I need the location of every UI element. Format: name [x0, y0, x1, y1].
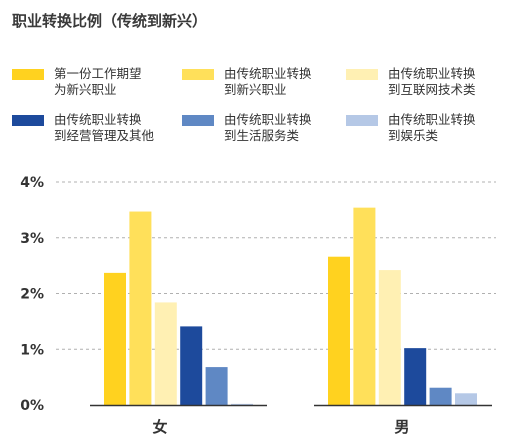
chart-legend: 第一份工作期望 为新兴职业 由传统职业转换 到新兴职业 由传统职业转换 到互联网… — [12, 66, 502, 156]
x-category-label: 女 — [152, 418, 167, 436]
y-tick-label: 0% — [20, 398, 44, 414]
bar — [328, 256, 350, 405]
bar — [455, 393, 477, 405]
bar — [154, 302, 177, 405]
legend-label: 由传统职业转换 到互联网技术类 — [388, 66, 476, 97]
y-tick-label: 2% — [20, 287, 44, 303]
y-tick-label: 3% — [20, 231, 44, 247]
legend-label: 由传统职业转换 到生活服务类 — [224, 112, 312, 143]
legend-swatch — [182, 69, 214, 80]
chart-title: 职业转换比例（传统到新兴） — [12, 12, 208, 30]
bar — [429, 387, 452, 405]
x-category-label: 男 — [394, 418, 409, 436]
legend-swatch — [346, 115, 378, 126]
legend-swatch — [12, 115, 44, 126]
legend-label: 由传统职业转换 到新兴职业 — [224, 66, 312, 97]
y-tick-label: 4% — [20, 175, 44, 191]
legend-swatch — [346, 69, 378, 80]
bar — [353, 207, 376, 405]
legend-swatch — [12, 69, 44, 80]
bar — [231, 403, 253, 405]
legend-label: 由传统职业转换 到娱乐类 — [388, 112, 476, 143]
bar — [104, 272, 126, 405]
legend-label: 第一份工作期望 为新兴职业 — [54, 66, 142, 97]
bar — [378, 270, 401, 405]
bar — [205, 367, 228, 405]
legend-swatch — [182, 115, 214, 126]
bar — [129, 211, 152, 405]
y-tick-label: 1% — [20, 342, 44, 358]
bar — [404, 348, 427, 405]
legend-label: 由传统职业转换 到经营管理及其他 — [54, 112, 155, 143]
bar — [180, 326, 203, 405]
